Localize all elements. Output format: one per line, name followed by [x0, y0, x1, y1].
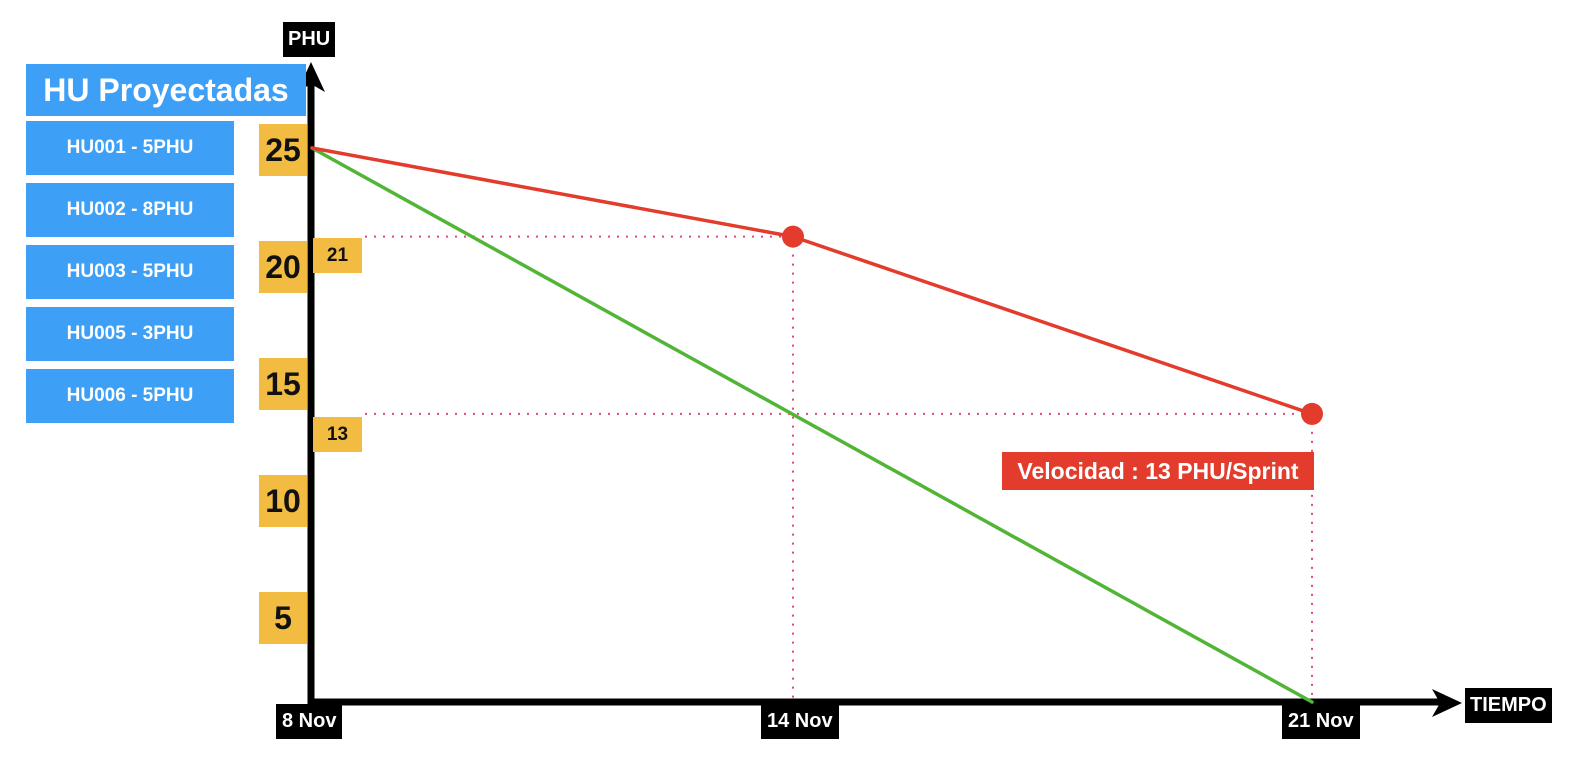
x-axis-arrow-icon — [1432, 689, 1462, 717]
legend-item: HU003 - 5PHU — [26, 245, 234, 299]
legend-title: HU Proyectadas — [26, 64, 306, 116]
x-axis-title: TIEMPO — [1465, 688, 1552, 723]
point-label-13: 13 — [313, 417, 362, 452]
x-tick-8-nov: 8 Nov — [276, 704, 343, 739]
legend-list: HU001 - 5PHU HU002 - 8PHU HU003 - 5PHU H… — [26, 121, 234, 431]
legend-item: HU006 - 5PHU — [26, 369, 234, 423]
x-tick-14-nov: 14 Nov — [761, 704, 839, 739]
x-tick-21-nov: 21 Nov — [1282, 704, 1360, 739]
actual-point-1 — [782, 225, 804, 248]
velocity-annotation: Velocidad : 13 PHU/Sprint — [1002, 452, 1314, 490]
actual-point-2 — [1301, 402, 1323, 425]
y-tick-15: 15 — [259, 358, 307, 410]
y-axis-title: PHU — [283, 22, 336, 57]
y-tick-10: 10 — [259, 475, 307, 527]
ideal-series-line — [310, 146, 1314, 704]
legend-item: HU001 - 5PHU — [26, 121, 234, 175]
point-label-21: 21 — [313, 238, 362, 273]
y-tick-5: 5 — [259, 592, 307, 644]
actual-series-line — [310, 146, 1314, 416]
y-tick-25: 25 — [259, 124, 307, 176]
legend-item: HU005 - 3PHU — [26, 307, 234, 361]
legend-item: HU002 - 8PHU — [26, 183, 234, 237]
y-tick-20: 20 — [259, 241, 307, 293]
